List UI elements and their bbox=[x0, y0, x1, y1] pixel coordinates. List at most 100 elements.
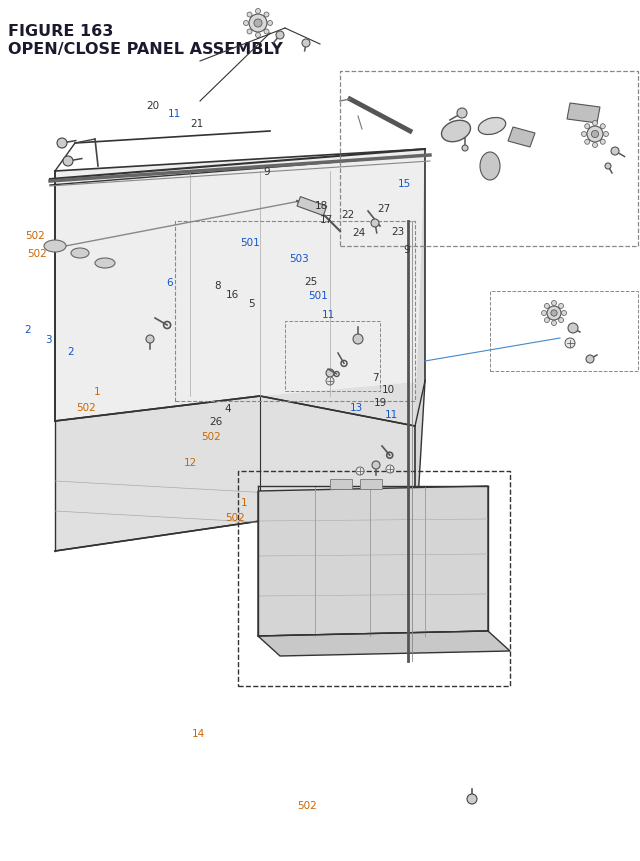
Circle shape bbox=[605, 164, 611, 170]
Circle shape bbox=[371, 220, 379, 228]
Text: 17: 17 bbox=[320, 214, 333, 225]
Ellipse shape bbox=[442, 121, 470, 143]
Circle shape bbox=[386, 466, 394, 474]
Circle shape bbox=[600, 140, 605, 146]
Text: 20: 20 bbox=[146, 101, 159, 111]
Circle shape bbox=[593, 143, 598, 148]
Polygon shape bbox=[55, 150, 425, 422]
Text: 501: 501 bbox=[240, 238, 259, 248]
Circle shape bbox=[326, 378, 334, 386]
Circle shape bbox=[264, 13, 269, 18]
Polygon shape bbox=[415, 150, 425, 551]
Circle shape bbox=[587, 127, 603, 143]
Text: 2: 2 bbox=[67, 346, 74, 356]
Circle shape bbox=[585, 140, 589, 146]
Circle shape bbox=[467, 794, 477, 804]
Polygon shape bbox=[508, 127, 535, 148]
Bar bbox=[297, 197, 327, 216]
Circle shape bbox=[249, 15, 267, 33]
Circle shape bbox=[551, 311, 557, 317]
Circle shape bbox=[302, 40, 310, 48]
Circle shape bbox=[552, 321, 557, 326]
Text: 503: 503 bbox=[290, 253, 309, 263]
Circle shape bbox=[247, 30, 252, 35]
Circle shape bbox=[268, 22, 273, 27]
Ellipse shape bbox=[478, 118, 506, 135]
Ellipse shape bbox=[44, 241, 66, 253]
Circle shape bbox=[372, 461, 380, 469]
Polygon shape bbox=[258, 486, 488, 636]
Text: 22: 22 bbox=[341, 209, 354, 220]
Text: FIGURE 163: FIGURE 163 bbox=[8, 24, 113, 39]
Circle shape bbox=[243, 22, 248, 27]
Circle shape bbox=[565, 338, 575, 349]
Circle shape bbox=[600, 125, 605, 129]
Text: 502: 502 bbox=[298, 800, 317, 810]
Text: 5: 5 bbox=[248, 299, 255, 309]
Text: 502: 502 bbox=[202, 431, 221, 442]
Text: 502: 502 bbox=[77, 402, 96, 412]
Circle shape bbox=[63, 157, 73, 167]
Circle shape bbox=[541, 311, 547, 316]
Text: 11: 11 bbox=[322, 309, 335, 319]
Polygon shape bbox=[567, 104, 600, 124]
Circle shape bbox=[593, 121, 598, 127]
Bar bbox=[360, 480, 382, 489]
Polygon shape bbox=[258, 631, 510, 656]
Text: 27: 27 bbox=[378, 204, 390, 214]
Circle shape bbox=[353, 335, 363, 344]
Text: 11: 11 bbox=[385, 410, 397, 420]
Circle shape bbox=[255, 34, 260, 39]
Circle shape bbox=[254, 20, 262, 28]
Text: 14: 14 bbox=[192, 728, 205, 739]
Circle shape bbox=[586, 356, 594, 363]
Circle shape bbox=[559, 304, 564, 309]
Circle shape bbox=[146, 336, 154, 344]
Circle shape bbox=[585, 125, 589, 129]
Circle shape bbox=[57, 139, 67, 149]
Circle shape bbox=[552, 301, 557, 307]
Text: 24: 24 bbox=[352, 227, 365, 238]
Text: 8: 8 bbox=[214, 281, 221, 291]
Text: 23: 23 bbox=[391, 226, 404, 237]
Circle shape bbox=[559, 319, 564, 323]
Ellipse shape bbox=[480, 152, 500, 181]
Circle shape bbox=[264, 30, 269, 35]
Circle shape bbox=[604, 133, 609, 138]
Text: 16: 16 bbox=[226, 289, 239, 300]
Text: 4: 4 bbox=[225, 403, 231, 413]
Text: 25: 25 bbox=[305, 276, 317, 287]
Text: 501: 501 bbox=[308, 290, 328, 300]
Circle shape bbox=[356, 468, 364, 475]
Circle shape bbox=[611, 148, 619, 156]
Text: 2: 2 bbox=[24, 325, 31, 335]
Circle shape bbox=[326, 369, 334, 378]
Text: 21: 21 bbox=[191, 119, 204, 129]
Polygon shape bbox=[55, 381, 425, 551]
Circle shape bbox=[545, 319, 549, 323]
Text: 9: 9 bbox=[404, 245, 410, 255]
Text: 13: 13 bbox=[350, 402, 363, 412]
Text: 502: 502 bbox=[28, 249, 47, 259]
Text: 1: 1 bbox=[241, 498, 247, 508]
Circle shape bbox=[457, 108, 467, 119]
Circle shape bbox=[255, 9, 260, 15]
Text: OPEN/CLOSE PANEL ASSEMBLY: OPEN/CLOSE PANEL ASSEMBLY bbox=[8, 42, 283, 57]
Circle shape bbox=[247, 13, 252, 18]
Text: 12: 12 bbox=[184, 457, 197, 468]
Text: 18: 18 bbox=[315, 201, 328, 211]
Circle shape bbox=[591, 131, 598, 139]
Circle shape bbox=[561, 311, 566, 316]
Ellipse shape bbox=[95, 258, 115, 269]
Text: 502: 502 bbox=[226, 512, 245, 523]
Text: 6: 6 bbox=[166, 277, 173, 288]
Text: 1: 1 bbox=[93, 387, 100, 397]
Text: 3: 3 bbox=[45, 335, 51, 345]
Circle shape bbox=[276, 32, 284, 40]
Circle shape bbox=[462, 146, 468, 152]
Ellipse shape bbox=[71, 249, 89, 258]
Circle shape bbox=[547, 307, 561, 320]
Circle shape bbox=[568, 324, 578, 333]
Text: 7: 7 bbox=[372, 373, 379, 383]
Circle shape bbox=[545, 304, 549, 309]
